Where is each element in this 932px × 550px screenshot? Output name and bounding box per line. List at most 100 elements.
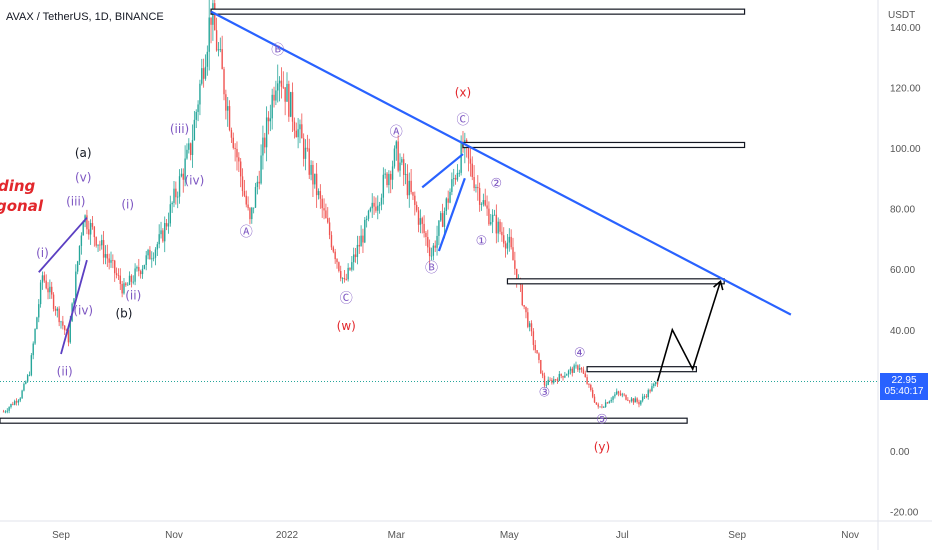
y-tick-label: 140.00 <box>890 23 921 34</box>
candle-body <box>60 321 62 323</box>
candle-body <box>338 262 340 272</box>
candle-body <box>547 379 549 385</box>
candle-body <box>32 343 34 356</box>
wave-label: (v) <box>75 170 91 184</box>
candle-body <box>425 232 427 237</box>
candle-body <box>182 173 184 180</box>
candle-body <box>199 83 201 105</box>
candle-body <box>269 118 272 122</box>
candle-body <box>569 368 572 371</box>
wave-label: Ⓒ <box>456 113 469 128</box>
candle-body <box>89 222 92 235</box>
trend-line-diagonal-upper <box>38 217 88 273</box>
candle-body <box>586 377 588 384</box>
candle-body <box>434 245 436 248</box>
wave-label: (iv) <box>184 173 204 187</box>
candle-body <box>410 180 412 193</box>
candle-body <box>480 204 483 205</box>
candle-body <box>38 304 40 318</box>
candle-body <box>430 255 433 257</box>
candle-body <box>321 198 323 209</box>
candle-body <box>491 214 494 223</box>
candle-body <box>186 149 188 159</box>
candle-body <box>238 157 240 162</box>
candle-body <box>364 219 366 243</box>
candle-body <box>543 375 546 386</box>
candle-body <box>167 223 170 227</box>
candle-body <box>141 268 144 275</box>
candle-body <box>373 202 375 207</box>
candle-body <box>282 86 284 88</box>
candle-body <box>384 173 386 175</box>
candle-body <box>606 402 609 404</box>
x-tick-label: Sep <box>728 530 746 541</box>
candle-body <box>184 158 186 180</box>
x-tick-label: Jul <box>616 530 629 541</box>
level-box <box>210 8 746 15</box>
wave-label: ⑤ <box>596 413 608 428</box>
candle-body <box>112 260 114 261</box>
candle-body <box>654 382 657 384</box>
time-axis[interactable]: Sep Nov 2022 Mar May Jul Sep Nov <box>52 530 859 541</box>
candle-body <box>264 137 266 148</box>
candle-body <box>327 218 329 223</box>
candle-body <box>617 391 620 394</box>
candle-body <box>625 394 627 400</box>
candle-body <box>275 90 277 101</box>
wave-label: (i) <box>36 246 49 260</box>
projection-layer <box>656 279 724 382</box>
y-tick-label: 40.00 <box>890 326 915 337</box>
candle-body <box>495 214 498 234</box>
candle-body <box>28 375 31 377</box>
candle-body <box>319 191 322 199</box>
candle-body <box>121 283 123 294</box>
candle-body <box>634 398 636 403</box>
symbol-header[interactable]: AVAX / TetherUS, 1D, BINANCE <box>6 11 164 23</box>
candle-body <box>516 268 518 283</box>
candle-body <box>169 204 171 224</box>
x-tick-label: 2022 <box>276 530 299 541</box>
candle-body <box>367 210 370 219</box>
candle-body <box>493 214 496 216</box>
candle-body <box>447 198 449 203</box>
y-tick-label: 60.00 <box>890 265 915 276</box>
candle-body <box>115 273 118 276</box>
candle-body <box>549 379 551 381</box>
trend-lines-layer <box>38 10 792 355</box>
candle-body <box>239 161 242 177</box>
candle-body <box>530 323 533 332</box>
y-tick-label: 0.00 <box>890 447 910 458</box>
candle-body <box>640 400 642 405</box>
candle-body <box>178 176 181 197</box>
candle-body <box>117 275 120 276</box>
candle-body <box>603 406 605 408</box>
candle-body <box>280 80 283 87</box>
candle-body <box>334 251 336 260</box>
y-tick-label: 120.00 <box>890 83 921 94</box>
candle-body <box>171 202 173 205</box>
candle-body <box>438 220 440 236</box>
countdown-value: 05:40:17 <box>880 386 928 401</box>
candle-body <box>408 180 410 196</box>
level-box <box>462 141 746 149</box>
candle-body <box>436 235 438 248</box>
candle-body <box>451 179 453 192</box>
candle-body <box>636 398 638 402</box>
candle-body <box>523 305 525 307</box>
candle-body <box>554 379 557 381</box>
candle-body <box>443 211 446 227</box>
wave-label: (ii) <box>125 289 141 303</box>
candle-body <box>528 323 531 327</box>
wave-label: ③ <box>539 385 551 400</box>
candle-body <box>149 249 151 260</box>
candle-body <box>460 141 462 173</box>
wave-label: (x) <box>455 85 471 99</box>
candle-body <box>306 147 309 149</box>
candle-body <box>54 308 57 311</box>
candle-body <box>534 344 536 351</box>
candle-body <box>545 384 548 386</box>
candle-body <box>154 249 157 258</box>
candle-body <box>486 205 488 209</box>
candle-body <box>567 370 570 375</box>
